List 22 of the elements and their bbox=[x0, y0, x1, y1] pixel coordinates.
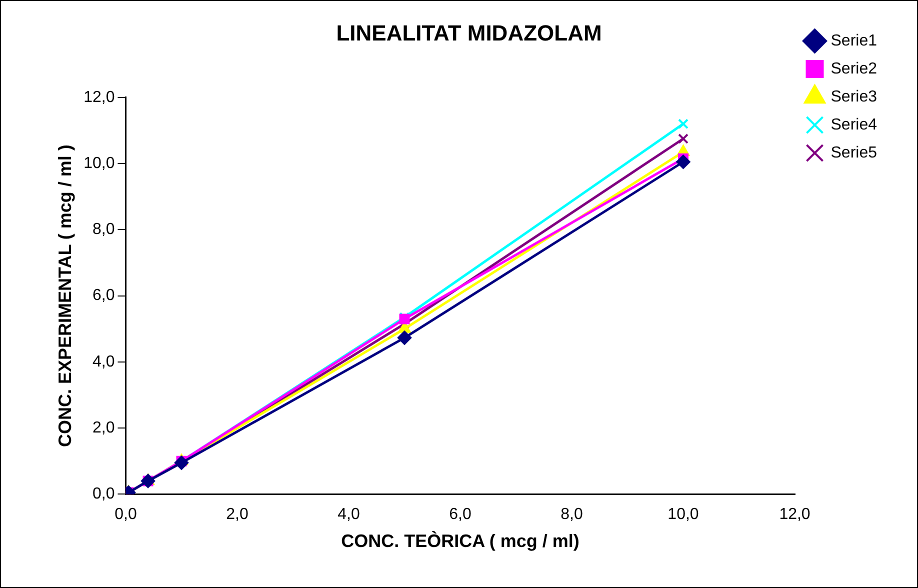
y-tick-label: 6,0 bbox=[92, 287, 115, 304]
chart-title: LINEALITAT MIDAZOLAM bbox=[336, 20, 602, 46]
y-tick-label: 0,0 bbox=[92, 486, 115, 503]
y-tick-label: 12,0 bbox=[84, 88, 115, 106]
y-axis-title: CONC. EXPERIMENTAL ( mcg / ml ) bbox=[54, 144, 75, 447]
x-tick-label: 4,0 bbox=[338, 506, 360, 524]
x-tick-label: 6,0 bbox=[449, 506, 472, 524]
x-tick-label: 10,0 bbox=[668, 506, 699, 524]
legend-label: Serie2 bbox=[830, 60, 878, 78]
x-tick-label: 2,0 bbox=[226, 506, 248, 524]
x-tick-label: 0,0 bbox=[114, 506, 137, 524]
x-axis-title: CONC. TEÒRICA ( mcg / ml) bbox=[341, 531, 580, 552]
legend-label: Serie3 bbox=[830, 88, 878, 106]
y-tick-label: 10,0 bbox=[84, 154, 115, 172]
y-tick-label: 8,0 bbox=[92, 221, 115, 238]
x-tick-label: 12,0 bbox=[779, 506, 810, 524]
legend-label: Serie5 bbox=[830, 144, 878, 162]
y-tick-label: 4,0 bbox=[92, 353, 115, 370]
x-tick-label: 8,0 bbox=[560, 506, 583, 524]
legend-label: Serie4 bbox=[830, 116, 878, 134]
legend-label: Serie1 bbox=[830, 32, 878, 50]
y-tick-label: 2,0 bbox=[92, 419, 115, 436]
